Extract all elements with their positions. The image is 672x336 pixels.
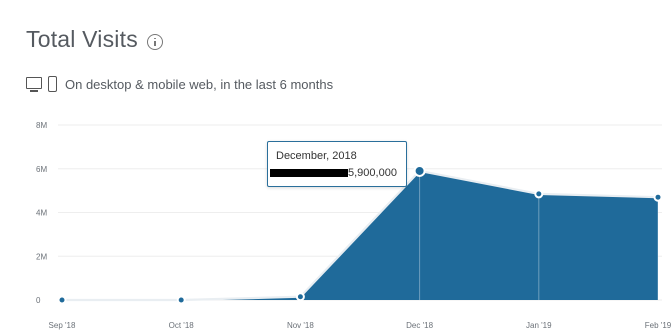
x-tick-label: Oct '18 [169, 321, 195, 330]
data-point [57, 295, 67, 305]
y-tick-label: 2M [36, 252, 47, 261]
x-tick-label: Nov '18 [287, 321, 314, 330]
series-area [62, 170, 658, 300]
tooltip-row: 5,900,000 [270, 167, 397, 179]
device-icons [26, 76, 57, 92]
title-row: Total Visits [26, 26, 163, 53]
y-tick-label: 6M [36, 165, 47, 174]
data-point [653, 192, 663, 202]
y-tick-label: 8M [36, 121, 47, 130]
y-tick-label: 0 [36, 296, 41, 305]
tooltip-title: December, 2018 [276, 150, 357, 162]
mobile-icon [48, 76, 57, 92]
tooltip-redacted-label [270, 169, 348, 177]
x-tick-label: Jan '19 [526, 321, 552, 330]
data-tooltip: December, 2018 5,900,000 [267, 141, 407, 187]
x-tick-label: Sep '18 [49, 321, 76, 330]
data-point [295, 292, 305, 302]
subtitle-row: On desktop & mobile web, in the last 6 m… [26, 76, 333, 92]
info-icon[interactable] [146, 33, 163, 50]
tooltip-value: 5,900,000 [348, 167, 397, 179]
chart-subtitle: On desktop & mobile web, in the last 6 m… [65, 76, 334, 92]
x-tick-label: Feb '19 [645, 321, 672, 330]
data-point [176, 295, 186, 305]
x-tick-label: Dec '18 [406, 321, 433, 330]
data-point [534, 189, 544, 199]
chart-title: Total Visits [26, 26, 138, 52]
series-line [62, 169, 659, 302]
desktop-icon [26, 77, 43, 92]
y-tick-label: 4M [36, 209, 47, 218]
highlighted-data-point [413, 164, 426, 177]
